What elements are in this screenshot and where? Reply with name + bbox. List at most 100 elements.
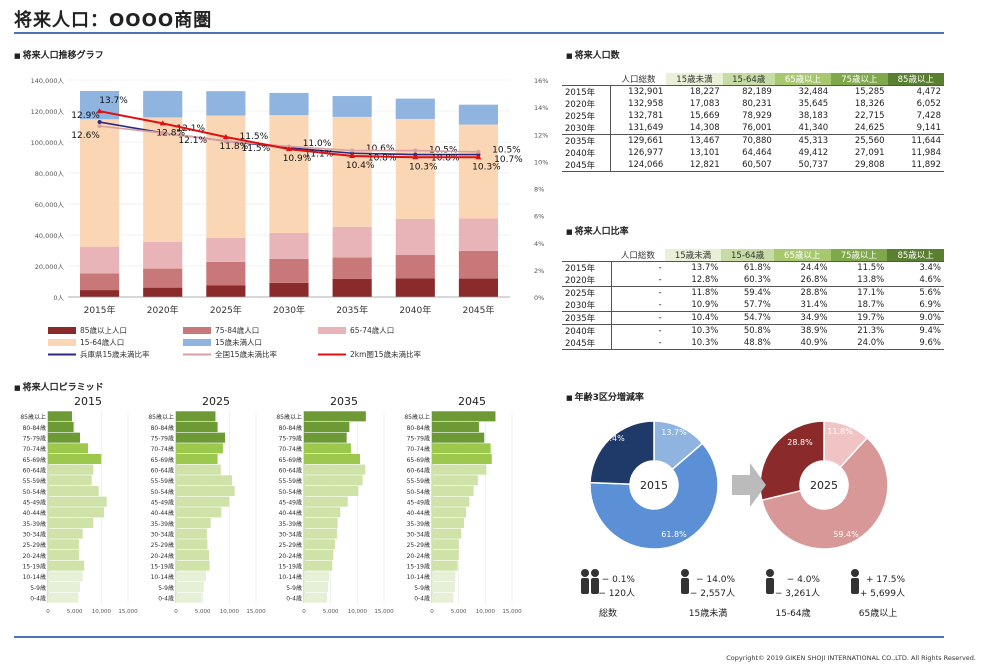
bar-segment — [458, 278, 499, 297]
pyramid-x-tick: 5,000 — [451, 609, 467, 615]
y-tick-label: 120,000人 — [31, 108, 65, 116]
pyramid-age-label: 70-74歳 — [279, 445, 302, 453]
pyramid-x-tick: 10,000 — [348, 609, 368, 615]
y-tick-label: 20,000人 — [35, 263, 65, 271]
bar-segment — [79, 246, 120, 274]
pyramid-age-label: 80-84歳 — [151, 424, 174, 432]
line-data-label: 10.5% — [492, 146, 521, 156]
y2-tick-label: 2% — [534, 267, 544, 275]
change-rate: − 0.1% — [602, 575, 636, 585]
person-icon-head — [766, 569, 774, 577]
pyramid-x-tick: 15,000 — [246, 609, 266, 615]
pyramid-age-label: 70-74歳 — [151, 445, 174, 453]
person-icon-body — [591, 578, 599, 594]
pyramid-bar — [48, 443, 88, 454]
pyramid-bar — [176, 528, 207, 539]
pyramid-bar — [432, 453, 492, 465]
line-data-label: 11.5% — [242, 144, 271, 154]
bar-segment — [332, 116, 372, 227]
table-row: 2025年 - 11.8% 59.4% 28.8% 17.1% 5.6% — [562, 286, 944, 299]
pyramid-age-label: 30-34歳 — [23, 531, 46, 539]
ratio-table: 人口総数 15歳未満 15-64歳 65歳以上 75歳以上 85歳以上 2015年 -13.7… — [562, 249, 944, 350]
pyramid-bar — [176, 432, 226, 443]
table-cell: 50.8% — [743, 326, 771, 336]
legend-label: 85歳以上人口 — [80, 325, 127, 335]
title-rule — [14, 32, 944, 34]
column-header: 85歳以上 — [887, 249, 944, 262]
pyramid-bar — [304, 528, 338, 539]
change-count: + 5,699人 — [860, 588, 905, 599]
pyramid-x-tick: 0 — [430, 609, 434, 615]
pyramid-bar — [432, 539, 459, 550]
pyramid-age-label: 65-69歳 — [151, 456, 174, 464]
pyramid-age-label: 5-9歳 — [286, 584, 302, 592]
legend-label: 65-74歳人口 — [350, 325, 394, 335]
pyramid-age-label: 40-44歳 — [279, 509, 302, 517]
table-cell: - — [611, 311, 665, 325]
pyramid-bar — [432, 549, 459, 561]
pyramid-bar — [176, 539, 208, 550]
bar-segment — [143, 241, 183, 269]
pie-slice-label: 11.8% — [827, 427, 853, 436]
donut-center-label: 2015 — [640, 479, 668, 492]
bar-segment — [458, 124, 499, 219]
table-cell: 132,901 — [610, 85, 667, 98]
column-header: 15-64歳 — [721, 249, 774, 262]
bar-segment — [79, 273, 120, 291]
row-year: 2020年 — [562, 274, 612, 287]
pyramid-bar — [304, 560, 333, 571]
line-point — [412, 154, 419, 160]
pie-slice-label: 24.4% — [599, 434, 625, 443]
pyramid-bar — [48, 453, 102, 465]
table-cell: 131,649 — [610, 122, 667, 135]
pyramid-bar — [432, 421, 479, 433]
row-year: 2030年 — [562, 299, 612, 312]
y2-tick-label: 12% — [534, 131, 548, 139]
bar-segment — [332, 278, 372, 297]
pyramid-bar — [176, 453, 218, 465]
bar-segment — [206, 237, 246, 262]
table-cell: 11,892 — [887, 159, 944, 172]
table-cell: 19.7% — [830, 311, 888, 325]
pyramid-bar — [304, 421, 350, 433]
change-group-label: 総数 — [599, 607, 617, 619]
line-data-label: 12.1% — [178, 136, 207, 146]
trend-section-title: 将来人口推移グラフ — [14, 48, 104, 61]
person-icon-body — [681, 578, 689, 594]
table-row: 2030年 131,649 14,308 76,001 41,340 24,625 9,14… — [562, 122, 944, 135]
table-cell: 4,472 — [887, 85, 944, 98]
table-cell: 26.8% — [773, 274, 831, 287]
table-cell: 17,083 — [689, 99, 720, 109]
pyramid-year-label: 2035 — [330, 395, 358, 408]
legend-label: 15歳未満人口 — [215, 337, 262, 347]
pyramid-bar — [176, 496, 230, 507]
line-point — [97, 124, 102, 129]
pyramid-x-tick: 10,000 — [92, 609, 112, 615]
column-header: 人口総数 — [610, 73, 667, 86]
pyramid-age-label: 60-64歳 — [151, 467, 174, 475]
table-cell: 4.6% — [887, 274, 944, 287]
bar-segment — [395, 118, 435, 219]
line-point — [97, 120, 102, 125]
pie-slice-label: 28.8% — [787, 438, 813, 447]
pyramid-bar — [304, 571, 330, 582]
table-row: 2015年 132,901 18,227 82,189 32,484 15,285 4,47… — [562, 85, 944, 98]
bar-segment — [458, 250, 499, 279]
table-cell: 45,313 — [798, 136, 829, 146]
y2-tick-label: 4% — [534, 240, 544, 248]
pyramid-age-label: 40-44歳 — [151, 509, 174, 517]
pyramid-age-label: 60-64歳 — [23, 467, 46, 475]
line-point — [475, 154, 482, 160]
pyramid-age-label: 55-59歳 — [151, 477, 174, 485]
bar-segment — [458, 218, 499, 251]
pyramid-bar — [48, 560, 85, 571]
pyramid-age-label: 25-29歳 — [23, 541, 46, 549]
bar-segment — [206, 285, 246, 297]
pyramid-age-label: 50-54歳 — [151, 488, 174, 496]
table-cell: 35,645 — [798, 99, 829, 109]
pyramid-age-label: 15-19歳 — [151, 563, 174, 571]
pyramid-age-label: 65-69歳 — [279, 456, 302, 464]
legend-label: 2km圏15歳未満比率 — [350, 349, 421, 359]
person-icon — [581, 569, 599, 594]
table-cell: 18.7% — [830, 299, 888, 312]
